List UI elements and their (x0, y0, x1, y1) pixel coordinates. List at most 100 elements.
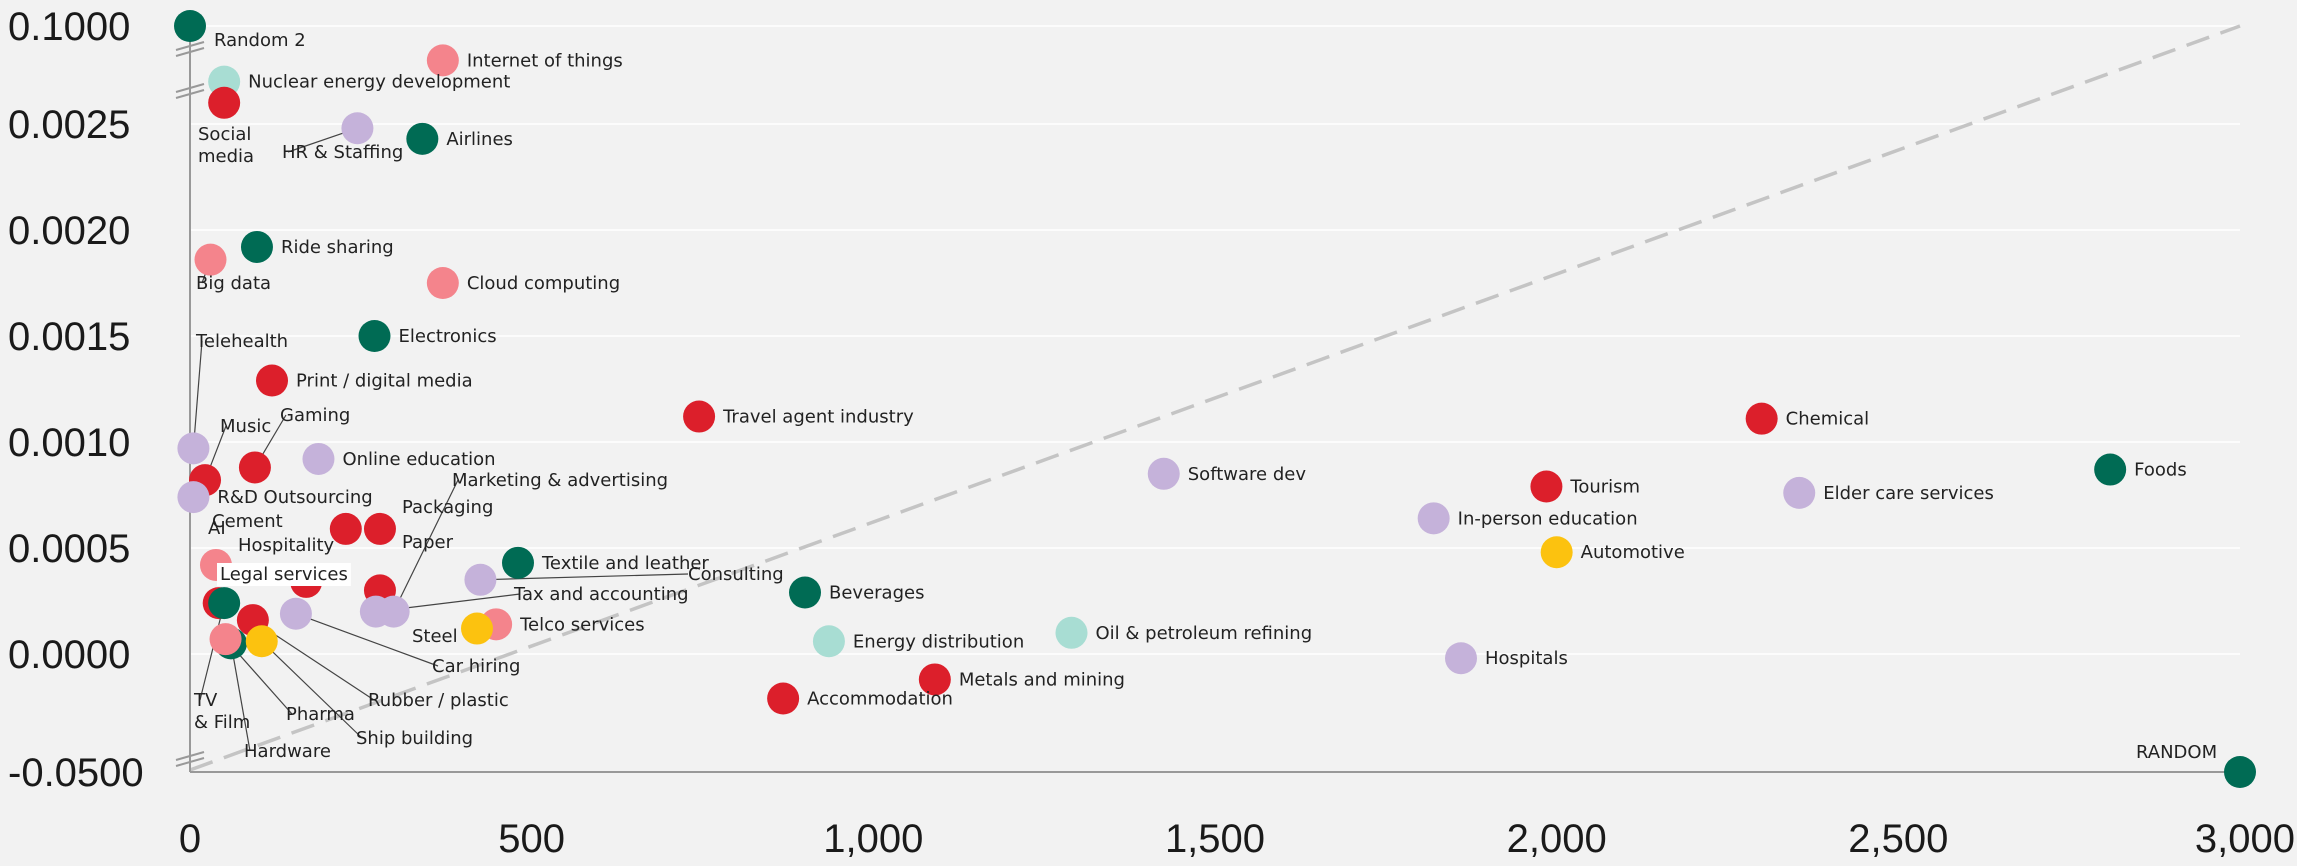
point-ride-sharing (240, 230, 273, 263)
label-travel-agent-industry: Travel agent industry (722, 407, 914, 428)
label-gaming: Gaming (280, 405, 350, 426)
y-tick-label: 0.0005 (8, 527, 130, 571)
axis-break-mark (175, 47, 205, 57)
label-leader-lines (192, 127, 689, 752)
x-tick-label: 3,000 (2195, 817, 2295, 861)
label-oil-petroleum-refining: Oil & petroleum refining (1096, 623, 1313, 644)
label-big-data: Big data (196, 273, 271, 294)
point-tax-and-accounting (359, 595, 392, 628)
label-telco-services: Telco services (519, 614, 645, 635)
point-random (2224, 756, 2256, 788)
reference-diagonal-line (189, 24, 2241, 772)
label-consulting: Consulting (688, 564, 784, 585)
label-cement: Cement (212, 511, 283, 532)
point-hospitals (1445, 642, 1477, 675)
leader-line (192, 340, 203, 449)
label-automotive: Automotive (1581, 542, 1685, 563)
label-software-dev: Software dev (1188, 464, 1307, 485)
point-software-dev (1147, 457, 1180, 490)
y-tick-label: 0.0020 (8, 209, 130, 253)
leader-line (480, 573, 689, 581)
label-cloud-computing: Cloud computing (467, 273, 620, 294)
x-tick-labels: 0 500 1,000 1,500 2,000 2,500 3,000 (179, 817, 2295, 861)
label-accommodation: Accommodation (807, 689, 953, 710)
label-tv-film: TV & Film (193, 690, 250, 733)
label-ride-sharing: Ride sharing (281, 237, 394, 258)
point-random-2 (174, 10, 206, 42)
x-tick-label: 2,500 (1848, 817, 1948, 861)
point-accommodation (767, 682, 800, 715)
axis-break-mark (175, 89, 205, 99)
point-airlines (406, 122, 439, 155)
label-random: RANDOM (2136, 742, 2217, 763)
label-music: Music (220, 416, 271, 437)
label-rubber-plastic: Rubber / plastic (368, 690, 509, 711)
point-oil-petroleum-refining (1055, 616, 1088, 649)
point-cloud-computing (426, 267, 459, 299)
point-consulting (464, 563, 497, 596)
point-tourism (1530, 470, 1563, 503)
point-cement (329, 512, 362, 545)
point-metals-and-mining (918, 663, 951, 696)
x-tick-label: 1,000 (823, 817, 923, 861)
point-gaming (238, 451, 271, 484)
label-telehealth: Telehealth (195, 331, 288, 352)
point-internet-of-things (426, 44, 459, 77)
y-tick-label: 0.0025 (8, 103, 130, 147)
label-hospitals: Hospitals (1485, 648, 1568, 669)
point-pharma (209, 623, 242, 656)
label-foods: Foods (2134, 460, 2187, 481)
y-tick-labels: -0.0500 0.0000 0.0005 0.0010 0.0015 0.0020 0.0… (8, 5, 144, 795)
leader-line (261, 640, 363, 739)
label-chemical: Chemical (1786, 409, 1870, 430)
label-steel: Steel (412, 626, 458, 647)
axis-break-mark (175, 757, 205, 767)
x-tick-label: 500 (498, 817, 565, 861)
leader-line (393, 479, 459, 612)
label-nuclear-energy-development: Nuclear energy development (248, 72, 510, 93)
y-tick-label: 0.0000 (8, 633, 130, 677)
y-tick-label: 0.0015 (8, 315, 130, 359)
label-car-hiring: Car hiring (432, 656, 520, 677)
point-travel-agent-industry (683, 400, 716, 433)
point-chemical (1745, 402, 1778, 435)
label-elder-care-services: Elder care services (1823, 483, 1994, 504)
label-metals-and-mining: Metals and mining (959, 669, 1125, 690)
point-electronics (358, 320, 391, 352)
label-internet-of-things: Internet of things (467, 50, 623, 71)
label-ai: AI (208, 518, 226, 539)
point-in-person-education (1417, 502, 1450, 535)
label-in-person-education: In-person education (1458, 508, 1638, 529)
point-tv-film (208, 587, 241, 620)
point-elder-care-services (1783, 476, 1816, 509)
label-marketing-advertising: Marketing & advertising (452, 470, 668, 491)
point-beverages (789, 576, 821, 609)
point-print-digital-media (256, 364, 288, 397)
point-textile-and-leather (502, 546, 534, 579)
label-packaging: Packaging (402, 497, 493, 518)
label-tourism: Tourism (1569, 477, 1640, 498)
label-airlines: Airlines (446, 129, 513, 150)
label-pharma: Pharma (286, 704, 355, 725)
label-r-d-outsourcing: R&D Outsourcing (217, 487, 372, 508)
label-textile-and-leather: Textile and leather (541, 553, 709, 574)
axis-break-mark (175, 41, 205, 51)
label-electronics: Electronics (399, 326, 497, 347)
axes (175, 26, 2240, 773)
label-hr-staffing: HR & Staffing (282, 142, 403, 163)
label-paper: Paper (402, 532, 454, 553)
point-steel (461, 612, 493, 645)
point-social-media (208, 86, 241, 119)
label-legal-services: Legal services (220, 564, 348, 585)
point-packaging (363, 512, 396, 545)
x-tick-label: 2,000 (1507, 817, 1607, 861)
label-ship-building: Ship building (356, 728, 473, 749)
label-online-education: Online education (342, 449, 495, 470)
data-points (174, 10, 2256, 788)
point-online-education (302, 442, 335, 475)
point-ship-building (245, 625, 278, 658)
point-automotive (1540, 536, 1573, 569)
x-tick-label: 1,500 (1165, 817, 1265, 861)
label-print-digital-media: Print / digital media (296, 371, 473, 392)
